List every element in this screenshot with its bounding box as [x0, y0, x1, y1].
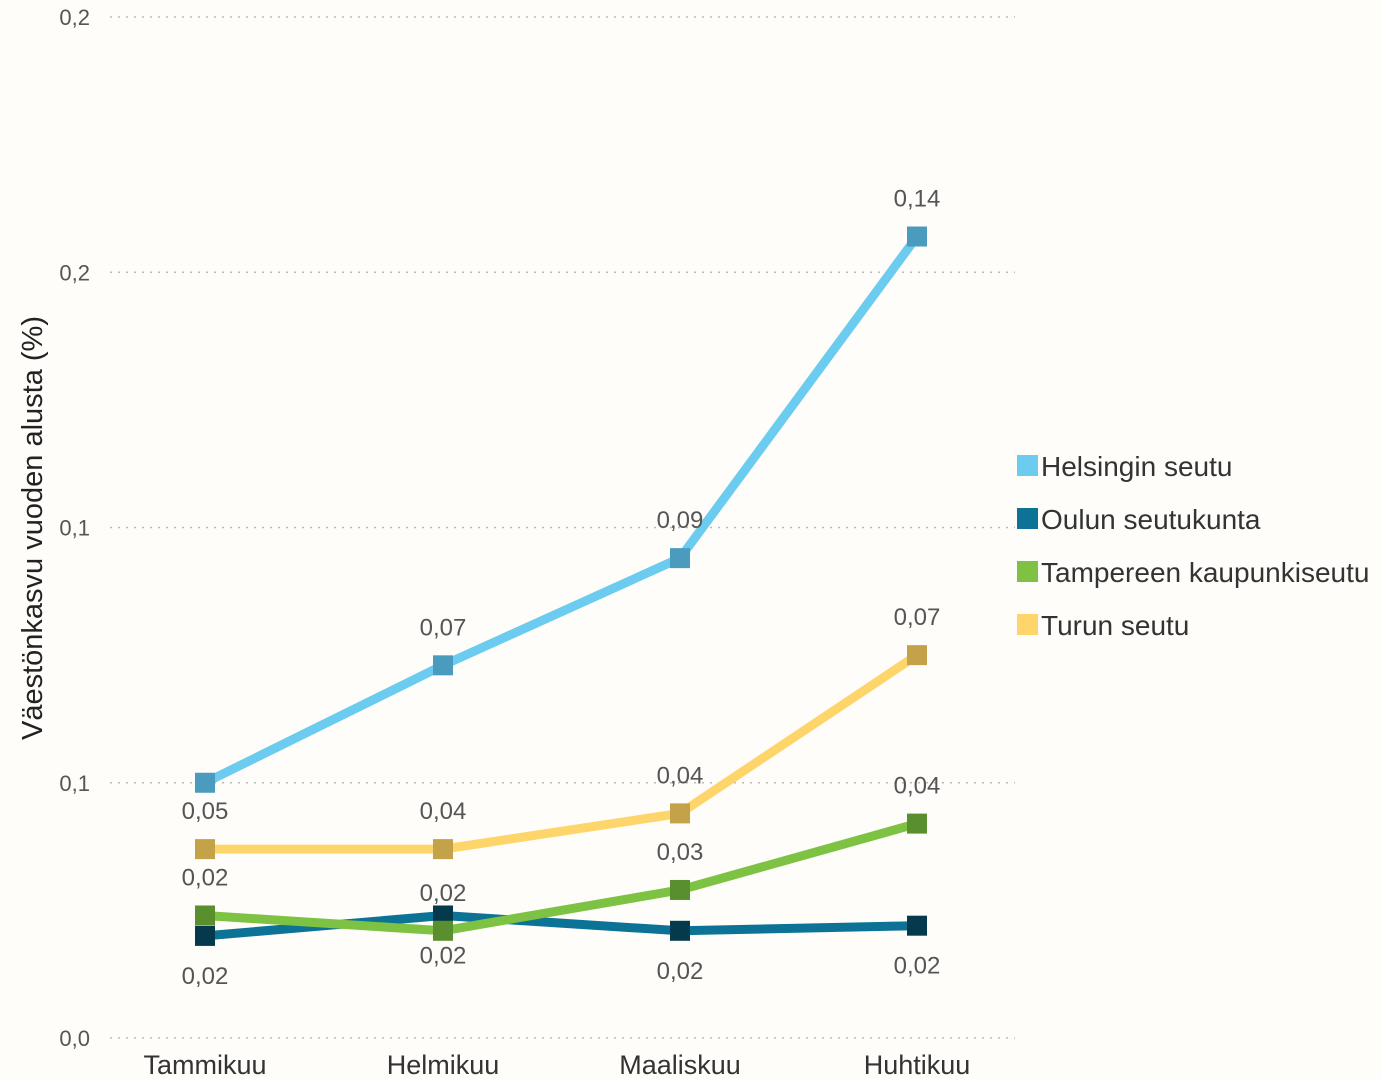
x-tick-label: Tammikuu: [143, 1050, 266, 1079]
data-point-marker: [433, 920, 453, 941]
data-point-marker: [907, 813, 927, 834]
data-label: 0,02: [420, 880, 467, 907]
data-point-marker: [433, 839, 453, 860]
series-line: [200, 819, 922, 936]
data-label: 0,02: [657, 958, 704, 985]
y-tick-label: 0,2: [59, 5, 90, 30]
data-point-marker: [433, 905, 453, 926]
y-tick-label: 0,1: [59, 516, 90, 541]
data-label: 0,02: [182, 963, 229, 990]
series-line: [200, 650, 922, 854]
data-label: 0,02: [420, 942, 467, 969]
data-label: 0,14: [894, 186, 941, 213]
legend-label: Tampereen kaupunkiseutu: [1041, 557, 1369, 588]
data-label: 0,05: [182, 798, 229, 825]
data-point-marker: [670, 803, 690, 824]
legend-label: Turun seutu: [1041, 610, 1189, 641]
data-label: 0,07: [420, 614, 467, 641]
legend-swatch: [1017, 455, 1038, 476]
data-label: 0,03: [657, 839, 704, 866]
legend-swatch: [1017, 508, 1038, 529]
x-tick-label: Maaliskuu: [619, 1050, 741, 1079]
legend-label: Oulun seutukunta: [1041, 504, 1261, 535]
y-axis-title: Väestönkasvu vuoden alusta (%): [17, 316, 49, 740]
data-point-marker: [670, 879, 690, 900]
data-point-marker: [907, 226, 927, 247]
legend-label: Helsingin seutu: [1041, 451, 1232, 482]
data-point-marker: [195, 772, 215, 793]
data-point-marker: [907, 915, 927, 936]
data-label: 0,04: [657, 762, 704, 789]
data-point-marker: [907, 645, 927, 666]
data-point-marker: [670, 920, 690, 941]
data-point-marker: [195, 905, 215, 926]
data-label: 0,02: [182, 864, 229, 891]
data-label: 0,04: [420, 798, 467, 825]
data-point-marker: [670, 548, 690, 569]
data-point-marker: [195, 925, 215, 946]
data-point-marker: [195, 839, 215, 860]
y-tick-label: 0,1: [59, 771, 90, 796]
series-line: [200, 232, 922, 788]
data-label: 0,02: [894, 953, 941, 980]
legend-swatch: [1017, 561, 1038, 582]
y-tick-label: 0,0: [59, 1026, 90, 1051]
x-tick-label: Helmikuu: [387, 1050, 500, 1079]
data-point-marker: [433, 655, 453, 676]
data-label: 0,09: [657, 507, 704, 534]
data-label: 0,04: [894, 773, 941, 800]
y-tick-label: 0,2: [59, 260, 90, 285]
legend-swatch: [1017, 614, 1038, 635]
data-label: 0,07: [894, 604, 941, 631]
x-tick-label: Huhtikuu: [864, 1050, 971, 1079]
